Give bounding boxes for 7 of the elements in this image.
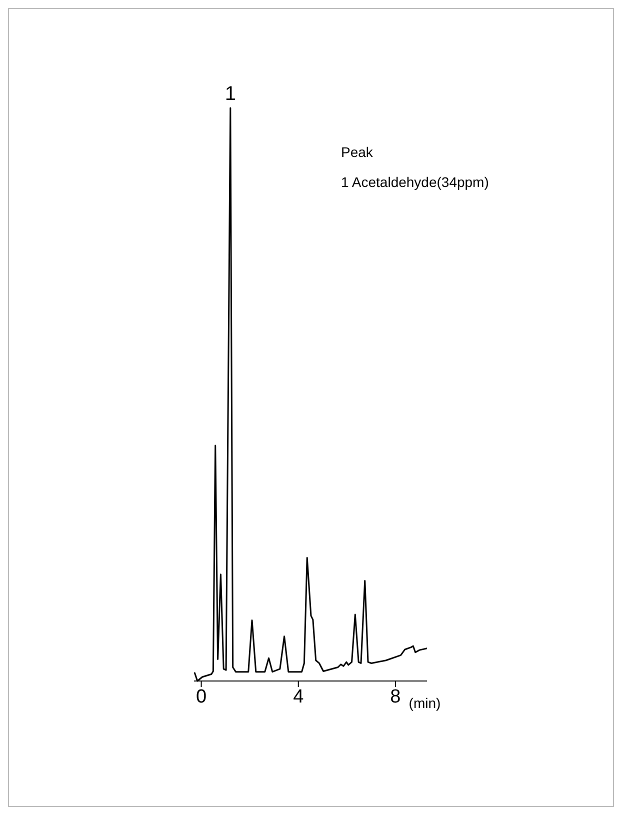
annotation: 1 Acetaldehyde(34ppm)	[341, 174, 489, 190]
annotation: Peak	[341, 144, 373, 160]
annotation: 1	[224, 83, 236, 105]
x-axis-title: (min)	[408, 695, 441, 711]
x-tick-label: 8	[390, 686, 401, 708]
x-tick-label: 4	[293, 686, 304, 708]
x-tick-label: 0	[196, 686, 207, 708]
